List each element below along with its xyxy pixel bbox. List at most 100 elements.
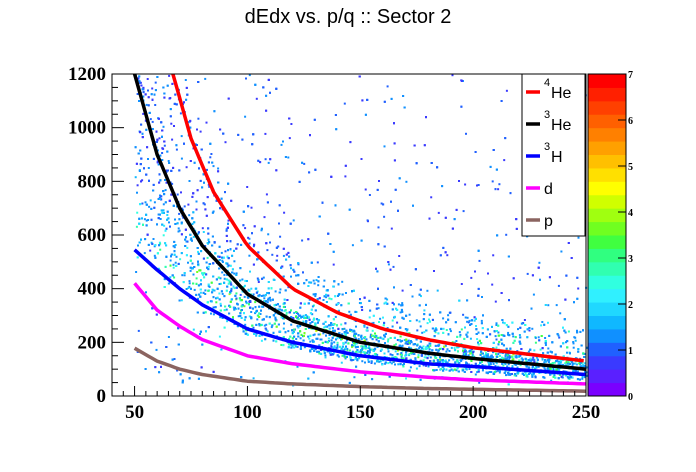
heatmap-cell (289, 264, 292, 267)
heatmap-cell (341, 345, 344, 348)
heatmap-cell (501, 319, 504, 321)
heatmap-cell (303, 282, 306, 285)
heatmap-cell (418, 320, 421, 323)
heatmap-cell (283, 302, 286, 305)
heatmap-cell (254, 312, 257, 315)
heatmap-cell (247, 296, 250, 299)
heatmap-cell (383, 100, 386, 103)
heatmap-cell (172, 266, 175, 269)
heatmap-cell (330, 175, 333, 178)
heatmap-cell (498, 340, 501, 343)
heatmap-cell (199, 179, 202, 182)
heatmap-cell (149, 118, 152, 121)
heatmap-cell (136, 256, 139, 259)
heatmap-cell (447, 314, 450, 317)
heatmap-cell (415, 162, 418, 165)
heatmap-cell (256, 318, 259, 321)
heatmap-cell (536, 361, 539, 364)
heatmap-cell (255, 97, 258, 100)
heatmap-cell (409, 358, 412, 361)
heatmap-cell (382, 316, 384, 319)
heatmap-cell (136, 184, 139, 187)
heatmap-cell (313, 118, 316, 121)
heatmap-cell (359, 350, 362, 353)
heatmap-cell (237, 315, 240, 318)
heatmap-cell (142, 86, 145, 89)
heatmap-cell (332, 285, 335, 288)
heatmap-cell (529, 357, 532, 360)
heatmap-cell (475, 328, 478, 331)
heatmap-cell (138, 75, 141, 78)
heatmap-cell (384, 362, 387, 365)
heatmap-cell (399, 363, 402, 366)
heatmap-cell (314, 309, 317, 312)
heatmap-cell (439, 360, 442, 363)
heatmap-cell (539, 348, 542, 351)
heatmap-cell (502, 344, 505, 347)
heatmap-cell (344, 164, 347, 167)
heatmap-cell (243, 284, 246, 287)
heatmap-cell (522, 322, 525, 325)
heatmap-cell (163, 211, 165, 214)
heatmap-cell (312, 371, 315, 374)
heatmap-cell (351, 330, 354, 333)
heatmap-cell (231, 254, 234, 257)
heatmap-cell (280, 316, 283, 319)
heatmap-cell (210, 312, 212, 315)
heatmap-cell (135, 271, 138, 273)
heatmap-cell (579, 330, 582, 333)
heatmap-cell (426, 322, 429, 325)
heatmap-cell (410, 351, 413, 354)
heatmap-cell (384, 342, 386, 344)
heatmap-cell (145, 128, 148, 131)
heatmap-cell (531, 327, 534, 330)
heatmap-cell (168, 97, 171, 100)
heatmap-cell (584, 376, 587, 379)
heatmap-cell (194, 143, 197, 146)
heatmap-cell (357, 338, 360, 341)
heatmap-cell (159, 242, 162, 245)
heatmap-cell (325, 296, 328, 299)
heatmap-cell (425, 348, 428, 351)
heatmap-cell (154, 366, 157, 369)
heatmap-cell (227, 282, 230, 285)
heatmap-cell (223, 277, 226, 280)
heatmap-cell (173, 276, 176, 279)
heatmap-cell (440, 327, 443, 330)
heatmap-cell (276, 254, 279, 257)
heatmap-cell (529, 372, 532, 374)
heatmap-cell (442, 331, 445, 334)
heatmap-cell (247, 205, 250, 208)
heatmap-cell (314, 295, 317, 298)
heatmap-cell (337, 309, 340, 312)
heatmap-cell (457, 346, 459, 349)
heatmap-cell (231, 268, 234, 271)
heatmap-cell (158, 137, 161, 140)
heatmap-cell (462, 210, 465, 213)
heatmap-cell (161, 152, 164, 154)
heatmap-cell (393, 344, 396, 347)
heatmap-cell (473, 316, 476, 319)
heatmap-cell (576, 378, 579, 381)
heatmap-cell (453, 368, 456, 371)
heatmap-cell (311, 305, 314, 308)
heatmap-cell (292, 268, 295, 271)
heatmap-cell (577, 236, 580, 239)
heatmap-cell (584, 370, 587, 373)
heatmap-cell (225, 234, 228, 237)
heatmap-cell (192, 328, 195, 331)
heatmap-cell (409, 284, 412, 286)
heatmap-cell (152, 189, 155, 192)
heatmap-cell (239, 312, 242, 315)
heatmap-cell (394, 350, 397, 353)
heatmap-cell (277, 308, 280, 311)
heatmap-cell (164, 229, 167, 232)
heatmap-cell (147, 167, 150, 169)
heatmap-cell (198, 167, 200, 170)
heatmap-cell (185, 254, 188, 257)
heatmap-cell (266, 249, 269, 252)
heatmap-cell (178, 212, 181, 215)
heatmap-cell (180, 191, 182, 194)
heatmap-cell (202, 173, 205, 176)
heatmap-cell (478, 381, 481, 384)
